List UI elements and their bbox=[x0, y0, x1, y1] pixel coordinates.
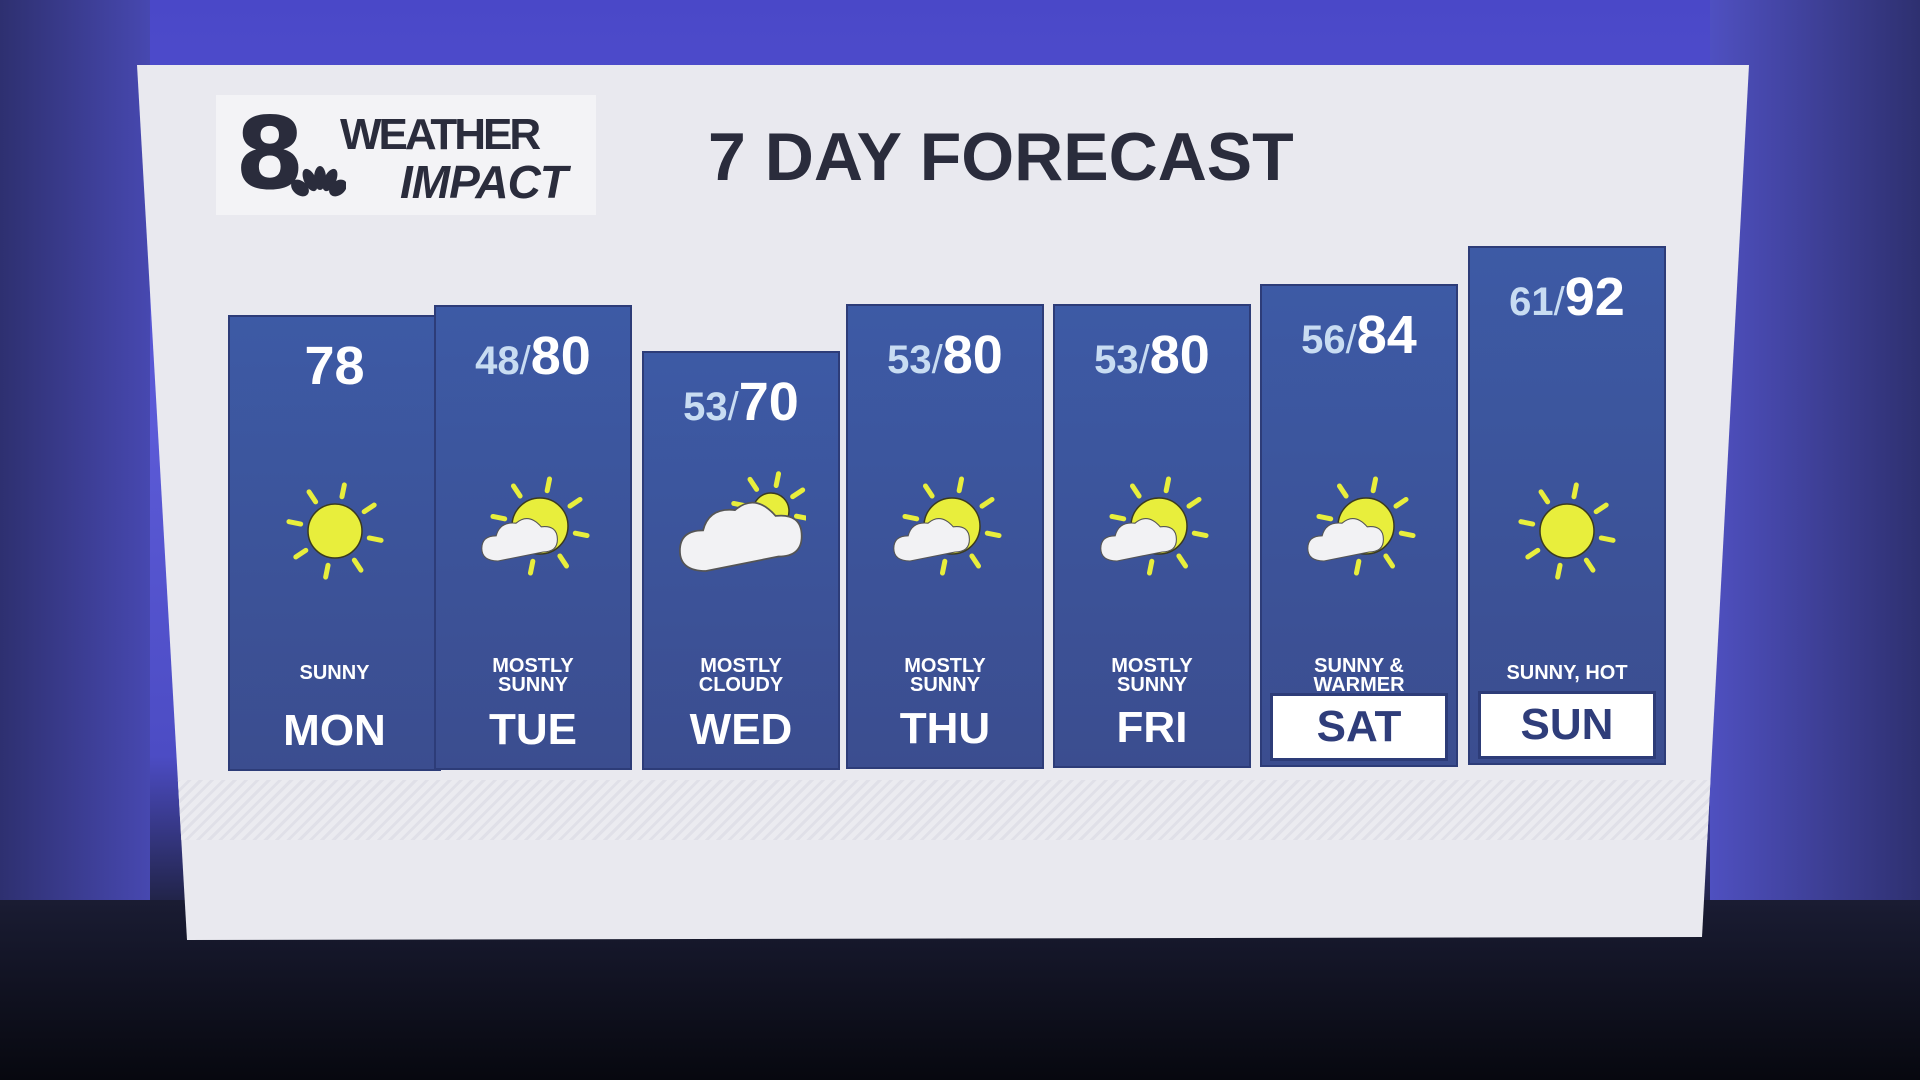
condition: MOSTLY SUNNY bbox=[1055, 655, 1249, 696]
peacock-icon bbox=[291, 166, 346, 197]
day-label: MON bbox=[283, 706, 386, 755]
high-temp: 80 bbox=[1149, 325, 1210, 385]
condition: MOSTLY SUNNY bbox=[848, 655, 1042, 696]
studio-wall-right bbox=[1710, 0, 1920, 900]
condition: SUNNY bbox=[230, 662, 439, 684]
low-temp: 61 bbox=[1509, 280, 1554, 324]
condition: MOSTLY SUNNY bbox=[436, 655, 630, 696]
high-temp: 70 bbox=[738, 372, 799, 432]
temp-separator: / bbox=[1138, 338, 1150, 382]
cloud-shape bbox=[1307, 518, 1384, 562]
logo-number: 8 bbox=[235, 95, 305, 212]
mostly-sunny-icon bbox=[481, 476, 590, 576]
forecast-day-sat: 56/84 SUNNY & WARMER SAT bbox=[1260, 284, 1458, 767]
temperature: 53/80 bbox=[848, 324, 1042, 386]
high-temp: 80 bbox=[942, 325, 1003, 385]
forecast-day-fri: 53/80 MOSTLY SUNNY FRI bbox=[1053, 304, 1251, 768]
temperature: 56/84 bbox=[1262, 304, 1456, 366]
condition-line: MOSTLY bbox=[700, 655, 782, 677]
condition-line: CLOUDY bbox=[698, 674, 784, 696]
day-label: THU bbox=[899, 704, 991, 753]
high-temp: 80 bbox=[530, 326, 591, 386]
page-title: 7 DAY FORECAST bbox=[708, 119, 1294, 195]
mostly-sunny-icon bbox=[893, 476, 1002, 576]
day-label: SUN bbox=[1478, 691, 1656, 759]
temperature: 78 bbox=[230, 335, 439, 397]
low-temp: 48 bbox=[475, 339, 520, 383]
logo-impact: IMPACT bbox=[400, 156, 568, 208]
forecast-day-mon: 78 SUNNY MON bbox=[228, 315, 441, 771]
mostly-sunny-icon bbox=[1100, 476, 1209, 576]
condition-line: SUNNY bbox=[497, 674, 568, 696]
forecast-day-thu: 53/80 MOSTLY SUNNY THU bbox=[846, 304, 1044, 769]
condition-line: SUNNY & bbox=[1314, 655, 1404, 677]
logo-weather: WEATHER bbox=[340, 110, 541, 159]
temperature: 53/70 bbox=[644, 371, 838, 433]
condition: SUNNY & WARMER bbox=[1262, 655, 1456, 696]
condition-line: SUNNY bbox=[299, 662, 370, 684]
condition: MOSTLY CLOUDY bbox=[644, 655, 838, 696]
sun-icon bbox=[1518, 482, 1616, 580]
high-temp: 92 bbox=[1564, 267, 1625, 327]
high-temp: 84 bbox=[1356, 305, 1417, 365]
studio-wall-left bbox=[0, 0, 150, 900]
temp-separator: / bbox=[519, 339, 531, 383]
forecast-day-tue: 48/80 MOSTLY SUNNY TUE bbox=[434, 305, 632, 770]
day-label: FRI bbox=[1116, 703, 1188, 752]
temperature: 48/80 bbox=[436, 325, 630, 387]
hatch-pattern bbox=[165, 780, 1725, 840]
condition-line: MOSTLY bbox=[492, 655, 574, 677]
temp-separator: / bbox=[1553, 280, 1565, 324]
temp-separator: / bbox=[931, 338, 943, 382]
cloud-shape bbox=[679, 501, 803, 572]
condition-line: SUNNY bbox=[1116, 674, 1187, 696]
temp-separator: / bbox=[727, 385, 739, 429]
sun-icon bbox=[285, 482, 384, 580]
cloud-shape bbox=[893, 518, 970, 562]
station-logo bbox=[216, 95, 596, 215]
mostly-sunny-icon bbox=[1307, 476, 1416, 576]
condition-line: WARMER bbox=[1313, 674, 1405, 696]
day-label: SAT bbox=[1270, 693, 1448, 761]
temperature: 53/80 bbox=[1055, 324, 1249, 386]
day-label: WED bbox=[689, 705, 793, 754]
temp-separator: / bbox=[1345, 318, 1357, 362]
temperature: 61/92 bbox=[1470, 266, 1664, 328]
day-label: TUE bbox=[489, 705, 577, 754]
forecast-day-wed: 53/70 MOSTLY CLOUDY WED bbox=[642, 351, 840, 770]
condition-line: MOSTLY bbox=[1111, 655, 1193, 677]
low-temp: 53 bbox=[887, 338, 932, 382]
condition: SUNNY, HOT bbox=[1470, 662, 1664, 684]
high-temp: 78 bbox=[304, 336, 365, 396]
sun-shape bbox=[285, 482, 384, 580]
forecast-day-sun: 61/92 SUNNY, HOT SUN bbox=[1468, 246, 1666, 765]
sun-shape bbox=[1518, 482, 1616, 580]
condition-line: SUNNY, HOT bbox=[1506, 662, 1628, 684]
cloud-shape bbox=[1100, 518, 1177, 562]
mostly-cloudy-icon bbox=[679, 471, 806, 572]
low-temp: 56 bbox=[1301, 318, 1346, 362]
cloud-shape bbox=[481, 518, 558, 562]
low-temp: 53 bbox=[1094, 338, 1139, 382]
condition-line: MOSTLY bbox=[904, 655, 986, 677]
low-temp: 53 bbox=[683, 385, 728, 429]
condition-line: SUNNY bbox=[909, 674, 980, 696]
